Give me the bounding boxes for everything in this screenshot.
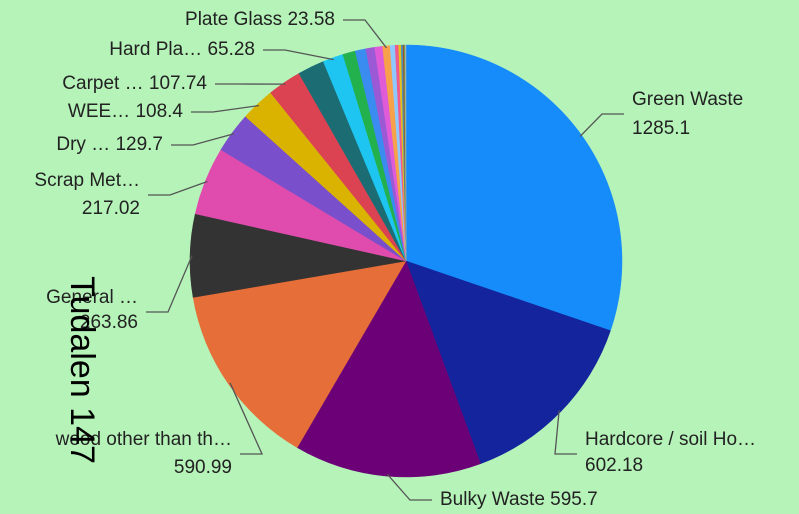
leader-line [386, 473, 432, 501]
value-label: 23.58 [287, 9, 335, 30]
leader-line [191, 104, 259, 113]
category-text: Dry … [56, 134, 110, 155]
value-label: 129.7 [115, 134, 163, 155]
labels: Green Waste 1285.1 Hardcore / soil Ho… 602.… [34, 9, 756, 510]
value-label: 1285.1 [632, 118, 690, 139]
chart-title: Tudalen 147 [63, 276, 101, 464]
category-text: Plate Glass [185, 9, 282, 30]
leader-line [171, 133, 235, 146]
category-text: Hard Pla… [109, 39, 202, 60]
slice-label: Green Waste [632, 89, 743, 110]
slice-label: General … [46, 287, 138, 308]
leader-line [146, 255, 193, 313]
slice-label: Carpet … 107.74 [62, 73, 207, 94]
value-label: 108.4 [135, 101, 183, 122]
slice-label: Plate Glass 23.58 [185, 9, 335, 30]
pie [189, 44, 623, 478]
value-label: 107.74 [149, 73, 208, 94]
slice-label: Bulky Waste 595.7 [440, 489, 598, 510]
leader-line [343, 19, 388, 49]
value-label: 595.7 [550, 489, 598, 510]
value-label: 590.99 [174, 457, 232, 478]
slice [296, 260, 481, 478]
value-label: 263.86 [80, 312, 138, 333]
slice-label: Scrap Met… [34, 170, 140, 191]
value-label: 65.28 [207, 39, 255, 60]
category-text: WEE… [68, 101, 130, 122]
category-text: Carpet … [62, 73, 143, 94]
leader-line [579, 113, 624, 137]
leader-line [148, 180, 208, 196]
slice-label: WEE… 108.4 [68, 101, 184, 122]
slice-label: Hardcore / soil Ho… [585, 429, 756, 450]
slice-label: Dry … 129.7 [56, 134, 163, 155]
slice-label: wood other than th… [55, 429, 232, 450]
value-label: 602.18 [585, 455, 643, 476]
leader-line [229, 382, 264, 455]
slice-label: Hard Pla… 65.28 [109, 39, 255, 60]
leader-line [554, 410, 577, 455]
leader-line [263, 49, 334, 61]
value-label: 217.02 [82, 198, 140, 219]
category-text: Bulky Waste [440, 489, 545, 510]
slice [405, 44, 407, 262]
slice [192, 260, 407, 448]
